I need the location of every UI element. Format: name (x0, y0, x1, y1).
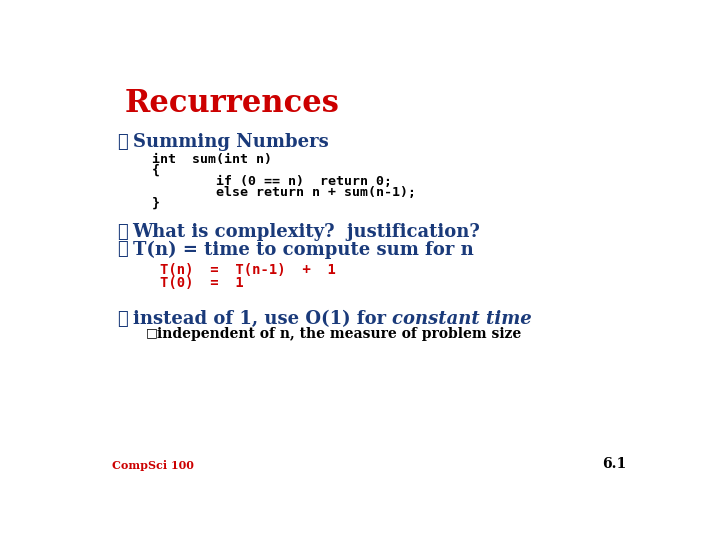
Text: T(0)  =  1: T(0) = 1 (160, 276, 243, 290)
Text: Recurrences: Recurrences (125, 88, 340, 119)
Text: independent of n, the measure of problem size: independent of n, the measure of problem… (158, 327, 522, 341)
Text: ❖: ❖ (117, 309, 128, 328)
Text: ❖: ❖ (117, 132, 128, 151)
Text: Summing Numbers: Summing Numbers (132, 132, 328, 151)
Text: ❖: ❖ (117, 240, 128, 258)
Text: What is complexity?  justification?: What is complexity? justification? (132, 222, 480, 241)
Text: else return n + sum(n-1);: else return n + sum(n-1); (152, 186, 416, 199)
Text: T(n)  =  T(n-1)  +  1: T(n) = T(n-1) + 1 (160, 264, 336, 278)
Text: T(n) = time to compute sum for n: T(n) = time to compute sum for n (132, 240, 473, 259)
Text: constant time: constant time (392, 309, 532, 328)
Text: {: { (152, 164, 160, 177)
Text: instead of 1, use O(1) for: instead of 1, use O(1) for (132, 309, 392, 328)
Text: □: □ (145, 327, 158, 340)
Text: 6.1: 6.1 (602, 457, 626, 471)
Text: CompSci 100: CompSci 100 (112, 461, 194, 471)
Text: if (0 == n)  return 0;: if (0 == n) return 0; (152, 175, 392, 188)
Text: }: } (152, 197, 160, 210)
Text: int  sum(int n): int sum(int n) (152, 153, 272, 166)
Text: ❖: ❖ (117, 222, 128, 241)
